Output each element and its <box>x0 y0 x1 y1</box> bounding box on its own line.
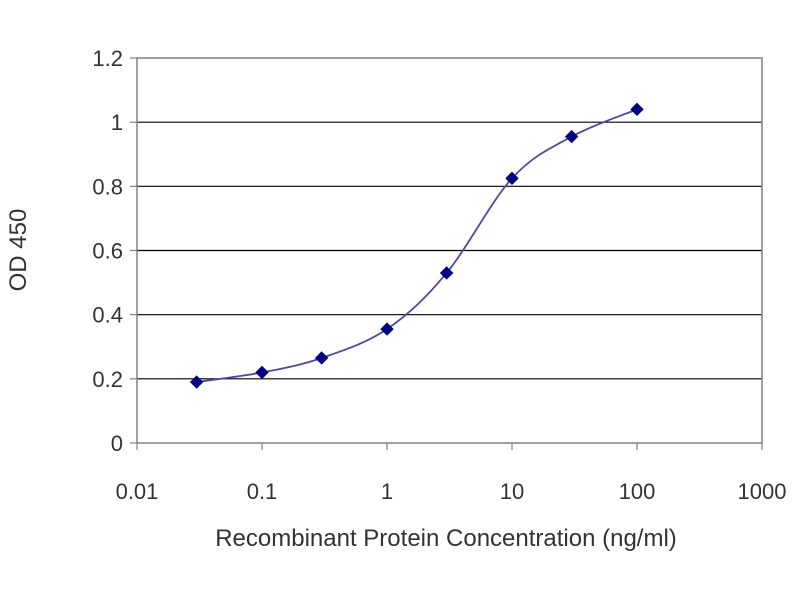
grid-lines <box>137 121 762 380</box>
y-tick-label: 0 <box>111 431 123 456</box>
x-tick-label: 1 <box>381 479 393 504</box>
x-tick-label: 10 <box>500 479 524 504</box>
y-tick-label: 0.4 <box>92 303 123 328</box>
data-point <box>630 102 644 117</box>
data-point <box>505 171 519 186</box>
x-tick-label: 1000 <box>738 479 787 504</box>
data-point <box>189 375 204 389</box>
x-tick-label: 0.01 <box>116 479 159 504</box>
y-axis-title: OD 450 <box>5 209 32 292</box>
x-tick-label: 0.1 <box>247 479 278 504</box>
y-axis-ticks: 0 0.2 0.4 0.6 0.8 1 1.2 <box>92 46 137 456</box>
y-tick-label: 0.6 <box>92 239 123 264</box>
x-axis-ticks: 0.01 0.1 1 10 100 1000 <box>116 443 787 504</box>
series <box>189 102 644 389</box>
data-point <box>314 351 329 365</box>
y-tick-label: 1 <box>111 110 123 135</box>
series-line <box>196 108 638 383</box>
data-point <box>564 129 579 144</box>
y-tick-label: 1.2 <box>92 46 123 71</box>
x-tick-label: 100 <box>619 479 656 504</box>
x-axis-title: Recombinant Protein Concentration (ng/ml… <box>215 525 677 552</box>
data-point <box>255 365 269 380</box>
data-point <box>380 322 394 336</box>
y-tick-label: 0.8 <box>92 174 123 199</box>
y-tick-label: 0.2 <box>92 367 123 392</box>
data-point <box>439 266 454 280</box>
